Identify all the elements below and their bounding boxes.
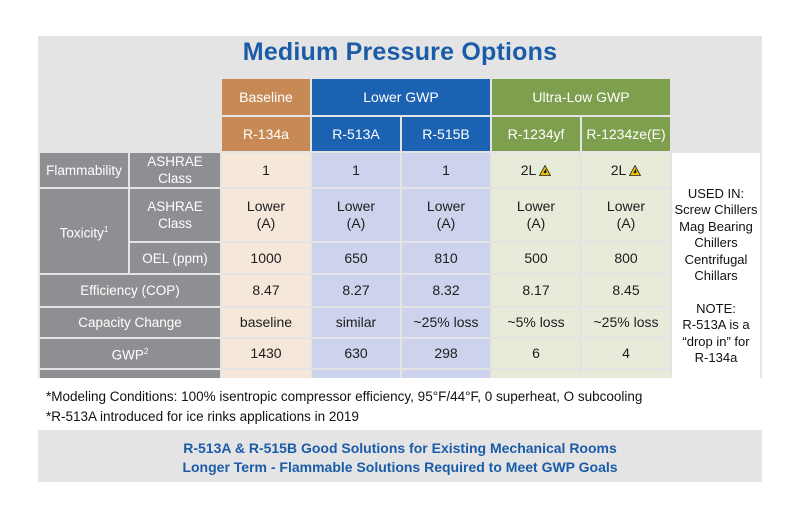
flammability-label: Flammability — [40, 153, 128, 187]
group-baseline: Baseline — [222, 79, 310, 115]
toxicity-label-cell: Toxicity1 — [40, 189, 128, 273]
flammability-value: 1 — [312, 153, 400, 187]
oel-value: 810 — [402, 243, 490, 273]
gwp-value: 630 — [312, 339, 400, 368]
oel-value: 650 — [312, 243, 400, 273]
footnote-ice-rinks: *R-513A introduced for ice rinks applica… — [46, 409, 359, 424]
flame-warning-icon — [629, 164, 642, 176]
refrigerant-r1234ze: R-1234ze(E) — [582, 117, 670, 151]
corner-blank-2 — [40, 117, 220, 151]
conclusion-line-1: R-513A & R-515B Good Solutions for Exist… — [183, 440, 617, 456]
gwp-value: 6 — [492, 339, 580, 368]
conclusion-line-2: Longer Term - Flammable Solutions Requir… — [182, 459, 618, 475]
efficiency-label: Efficiency (COP) — [40, 275, 220, 306]
flammability-sublabel: ASHRAE Class — [130, 153, 220, 187]
toxicity-footnote-mark: 1 — [103, 224, 109, 234]
used-in-item: Chillars — [694, 268, 738, 283]
gwp-value: 298 — [402, 339, 490, 368]
side-blank — [672, 79, 760, 115]
comparison-table: Baseline Lower GWP Ultra-Low GWP R-134a … — [38, 77, 762, 401]
oel-value: 800 — [582, 243, 670, 273]
refrigerant-r515b: R-515B — [402, 117, 490, 151]
refrigerant-r134a: R-134a — [222, 117, 310, 151]
capacity-value: ~5% loss — [492, 308, 580, 337]
page-title: Medium Pressure Options — [242, 38, 558, 66]
toxicity-label: Toxicity — [59, 225, 104, 241]
note-line: R-513A is a — [682, 317, 750, 332]
flammability-value: 2L — [610, 161, 627, 178]
efficiency-value: 8.32 — [402, 275, 490, 306]
footnote-modeling: *Modeling Conditions: 100% isentropic co… — [46, 389, 643, 404]
capacity-value: ~25% loss — [582, 308, 670, 337]
efficiency-value: 8.17 — [492, 275, 580, 306]
flammability-value-cell: 2L — [582, 153, 670, 187]
toxicity-value: Lower (A) — [402, 189, 490, 241]
flammability-value: 1 — [402, 153, 490, 187]
corner-blank — [40, 79, 220, 115]
gwp-value: 4 — [582, 339, 670, 368]
oel-value: 500 — [492, 243, 580, 273]
group-ultra-low-gwp: Ultra-Low GWP — [492, 79, 670, 115]
used-in-item: Chillers — [694, 235, 738, 250]
refrigerant-r513a: R-513A — [312, 117, 400, 151]
note-title: NOTE: — [696, 300, 736, 316]
refrigerant-r1234yf: R-1234yf — [492, 117, 580, 151]
toxicity-value: Lower (A) — [582, 189, 670, 241]
toxicity-value: Lower (A) — [492, 189, 580, 241]
efficiency-value: 8.27 — [312, 275, 400, 306]
capacity-value: baseline — [222, 308, 310, 337]
toxicity-ashrae-sublabel: ASHRAE Class — [130, 189, 220, 241]
used-in-item: Centrifugal — [684, 251, 748, 267]
note-line: R-134a — [694, 350, 738, 365]
flame-warning-icon — [539, 164, 552, 176]
toxicity-value: Lower (A) — [222, 189, 310, 241]
side-note-cell: USED IN: Screw Chillers Mag Bearing Chil… — [672, 153, 760, 399]
flammability-value: 2L — [520, 161, 537, 178]
used-in-title: USED IN: — [687, 185, 745, 201]
side-blank-2 — [672, 117, 760, 151]
capacity-label: Capacity Change — [40, 308, 220, 337]
gwp-label: GWP — [111, 347, 144, 363]
flammability-value-cell: 2L — [492, 153, 580, 187]
note-line: “drop in” for — [682, 333, 750, 349]
footnote-block — [38, 378, 762, 430]
toxicity-value: Lower (A) — [312, 189, 400, 241]
group-lower-gwp: Lower GWP — [312, 79, 490, 115]
used-in-item: Screw Chillers — [674, 202, 758, 217]
capacity-value: similar — [312, 308, 400, 337]
efficiency-value: 8.47 — [222, 275, 310, 306]
efficiency-value: 8.45 — [582, 275, 670, 306]
used-in-item: Mag Bearing — [679, 218, 753, 234]
gwp-footnote-mark: 2 — [143, 347, 149, 357]
flammability-value: 1 — [222, 153, 310, 187]
oel-sublabel: OEL (ppm) — [130, 243, 220, 273]
oel-value: 1000 — [222, 243, 310, 273]
gwp-label-cell: GWP2 — [40, 339, 220, 368]
capacity-value: ~25% loss — [402, 308, 490, 337]
gwp-value: 1430 — [222, 339, 310, 368]
